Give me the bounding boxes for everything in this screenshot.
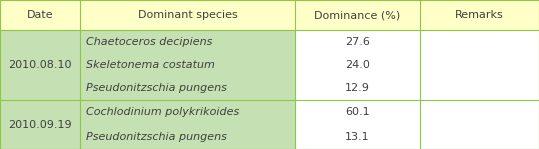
Bar — [295, 100, 539, 149]
Text: 13.1: 13.1 — [345, 132, 370, 142]
Text: Remarks: Remarks — [455, 10, 504, 20]
Bar — [0, 100, 295, 149]
Text: 27.6: 27.6 — [345, 37, 370, 47]
Text: 24.0: 24.0 — [345, 60, 370, 70]
Text: 60.1: 60.1 — [345, 107, 370, 117]
Text: 2010.08.10: 2010.08.10 — [8, 60, 72, 70]
Text: Dominance (%): Dominance (%) — [314, 10, 400, 20]
Bar — [295, 30, 539, 100]
Text: Pseudonitzschia pungens: Pseudonitzschia pungens — [86, 83, 227, 93]
Text: Dominant species: Dominant species — [137, 10, 237, 20]
Text: 12.9: 12.9 — [345, 83, 370, 93]
Bar — [0, 30, 295, 100]
Text: Chaetoceros decipiens: Chaetoceros decipiens — [86, 37, 212, 47]
Text: Skeletonema costatum: Skeletonema costatum — [86, 60, 215, 70]
Text: Cochlodinium polykrikoides: Cochlodinium polykrikoides — [86, 107, 239, 117]
Text: 2010.09.19: 2010.09.19 — [8, 119, 72, 129]
Text: Pseudonitzschia pungens: Pseudonitzschia pungens — [86, 132, 227, 142]
Text: Date: Date — [27, 10, 53, 20]
Bar — [0, 0, 539, 30]
